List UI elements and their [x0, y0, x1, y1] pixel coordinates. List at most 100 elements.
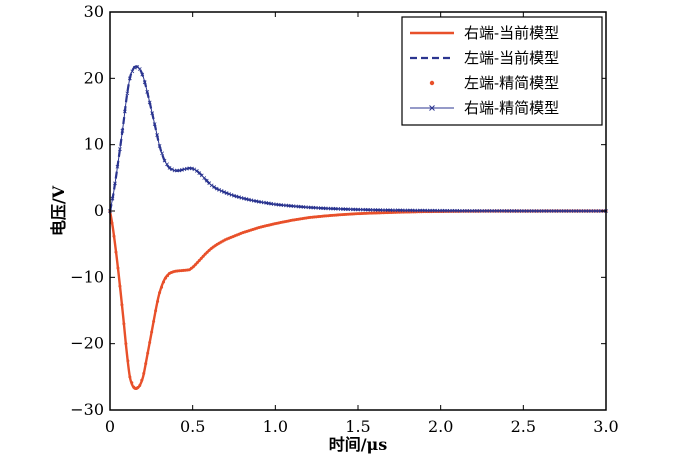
series-marker — [115, 164, 120, 169]
series-dot — [162, 280, 166, 284]
series-dot — [116, 266, 120, 270]
series-dot — [160, 285, 164, 289]
x-tick-label: 0.5 — [180, 417, 205, 436]
series-marker — [152, 122, 157, 126]
series-marker — [157, 144, 162, 148]
series-marker — [145, 89, 150, 94]
series-dot — [130, 381, 134, 385]
series-marker — [155, 133, 160, 137]
series-dot — [152, 319, 156, 323]
series-dot — [195, 261, 199, 265]
series-dot — [193, 263, 197, 267]
x-tick-label: 0 — [105, 417, 115, 436]
series-marker — [140, 72, 145, 77]
series-marker — [122, 109, 127, 114]
series-marker — [192, 167, 197, 172]
series-dot — [126, 359, 130, 363]
series-marker — [142, 80, 147, 85]
series-marker — [162, 158, 167, 163]
series-dot — [156, 299, 160, 303]
series-marker — [125, 91, 130, 96]
series-dot — [201, 254, 205, 258]
series-marker — [147, 100, 152, 105]
series-dot — [150, 330, 154, 334]
series-dot — [207, 248, 211, 252]
legend-swatch-3 — [429, 80, 435, 86]
series-marker — [130, 69, 135, 74]
legend-label-2: 左端-当前模型 — [464, 49, 559, 67]
series-dot — [118, 284, 122, 288]
series-dot — [205, 250, 209, 254]
legend-label-3: 左端-精简模型 — [464, 74, 559, 92]
series-marker — [212, 185, 217, 189]
series-marker — [120, 128, 125, 133]
series-marker — [224, 191, 229, 195]
series-marker — [214, 186, 219, 191]
series-dot — [164, 276, 168, 280]
series-dot — [203, 252, 207, 256]
series-marker — [110, 196, 115, 201]
series-marker — [170, 167, 174, 172]
series-dot — [122, 322, 126, 326]
x-tick-label: 1.5 — [345, 417, 370, 436]
series-dot — [158, 291, 162, 295]
x-tick-label: 1.0 — [263, 417, 288, 436]
x-axis-label: 时间/μs — [329, 435, 388, 454]
series-marker — [137, 67, 142, 71]
series-marker — [113, 181, 117, 186]
series-marker — [217, 187, 222, 192]
y-tick-label: 30 — [84, 2, 104, 21]
series-dot — [138, 383, 142, 387]
series-marker — [222, 190, 226, 194]
y-axis-label: 电压/V — [49, 185, 68, 236]
series-dot — [148, 341, 152, 345]
series-dot — [128, 375, 132, 379]
series-marker — [227, 192, 231, 196]
series-dot — [197, 259, 201, 263]
series-dot — [114, 250, 118, 254]
series-marker — [209, 183, 214, 188]
y-tick-label: −30 — [70, 400, 104, 419]
x-tick-label: 3.0 — [593, 417, 618, 436]
legend-marker-4 — [429, 105, 435, 111]
plot-area — [108, 65, 608, 391]
series-marker — [160, 151, 164, 156]
x-tick-label: 2.0 — [428, 417, 453, 436]
series-dot — [154, 309, 158, 313]
series-dots-3 — [108, 209, 608, 390]
y-tick-label: −20 — [70, 334, 104, 353]
axis-ticks: 0 0.5 1.0 1.5 2.0 2.5 3.0 −30 −20 −10 0 10 20 30 — [70, 2, 618, 436]
legend-label-4: 右端-精简模型 — [464, 99, 559, 117]
series-dot — [144, 362, 148, 366]
series-dot — [142, 372, 146, 376]
series-dot — [136, 385, 140, 389]
series-dot — [199, 256, 203, 260]
legend-label-1: 右端-当前模型 — [464, 24, 559, 42]
series-dot — [110, 221, 114, 225]
series-dot — [191, 265, 195, 269]
series-line-1 — [108, 209, 607, 391]
series-marker — [118, 147, 122, 151]
y-tick-label: 0 — [94, 201, 104, 220]
series-dot — [166, 274, 170, 278]
series-marker — [189, 166, 194, 171]
series-marker — [167, 166, 172, 170]
y-tick-label: 10 — [84, 135, 104, 154]
series-marker — [150, 111, 155, 116]
series-marker — [229, 192, 234, 197]
series-dot — [146, 351, 150, 355]
series-dot — [140, 378, 144, 382]
y-tick-label: −10 — [70, 267, 104, 286]
series-dot — [120, 303, 124, 307]
series-marker — [165, 162, 169, 167]
legend-box — [401, 16, 603, 126]
x-tick-label: 2.5 — [511, 417, 536, 436]
series-dot — [124, 342, 128, 346]
y-tick-label: 20 — [84, 68, 104, 87]
series-marker — [219, 189, 224, 193]
series-marker — [127, 76, 132, 81]
series-dot — [112, 234, 116, 238]
series-markers-4 — [108, 65, 608, 213]
